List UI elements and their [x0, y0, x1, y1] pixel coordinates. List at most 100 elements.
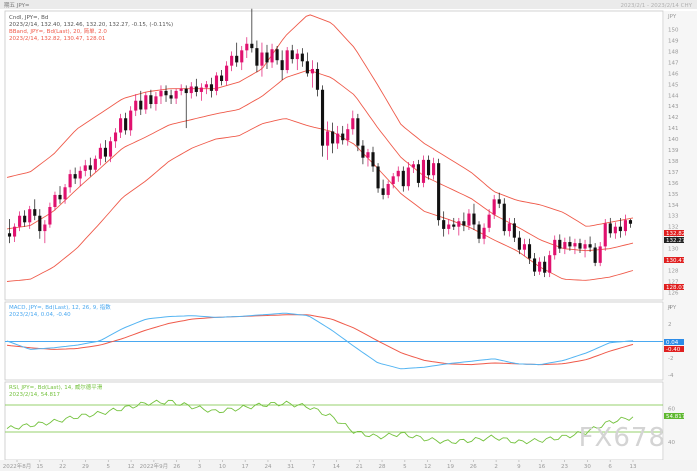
tab-label[interactable]: 期五 JPY= [4, 2, 30, 9]
candle [598, 242, 602, 267]
candle [593, 243, 597, 267]
candle [149, 89, 153, 109]
candle [63, 183, 67, 204]
y-tick-label: 143 [668, 104, 679, 110]
candle [124, 112, 128, 135]
y-tick-label: 137 [668, 170, 679, 176]
candle [58, 186, 62, 204]
candle [492, 194, 496, 220]
svg-text:130.47: 130.47 [666, 258, 686, 264]
candle [300, 48, 304, 67]
candle [144, 91, 148, 114]
candle [119, 113, 123, 138]
candle [618, 217, 622, 238]
bb-middle-line [6, 70, 634, 252]
candle [522, 238, 527, 257]
y-tick-label: 60 [668, 406, 675, 412]
candle [406, 162, 410, 191]
candle [527, 238, 532, 264]
candle [416, 159, 421, 188]
candle [88, 157, 92, 177]
candle [563, 237, 567, 255]
x-tick-label: 17 [242, 464, 249, 470]
candle [502, 198, 506, 236]
candle [28, 205, 32, 229]
rsi-line [6, 399, 634, 445]
candle [426, 155, 431, 180]
y-tick-label: 136 [668, 181, 679, 187]
candle [371, 146, 375, 172]
candle [482, 223, 486, 245]
candle [361, 140, 365, 165]
candle [608, 217, 612, 238]
candle [260, 42, 264, 77]
candle [280, 50, 284, 80]
candle [341, 125, 345, 145]
y-tick-label: 132 [668, 225, 679, 231]
candle [376, 163, 380, 193]
candle [437, 158, 441, 226]
candle [23, 210, 27, 227]
candle [320, 85, 325, 157]
macd-tag: 0.04 [664, 339, 684, 346]
candle [603, 219, 607, 251]
rsi-legend-2: 2023/2/14, 54.817 [9, 392, 60, 398]
watermark-logo: FX678 [579, 423, 666, 453]
candle [432, 157, 436, 180]
bottom-axis-bg [0, 460, 697, 471]
candle [250, 8, 254, 53]
macd-line [6, 312, 634, 370]
candle [447, 219, 451, 235]
candle [548, 250, 552, 278]
x-tick-label: 12 [424, 464, 431, 470]
x-tick-label: 15 [36, 464, 43, 470]
candle [543, 256, 547, 278]
candle [442, 211, 446, 237]
candle [204, 81, 208, 95]
candle [356, 113, 360, 152]
candle [391, 173, 395, 189]
candle [275, 45, 279, 65]
x-tick-label: 16 [538, 464, 545, 470]
price-unit-label: JPY [667, 14, 677, 20]
candle [477, 221, 481, 244]
candle [53, 191, 57, 211]
candle [159, 85, 163, 105]
x-tick-label: 5 [403, 464, 407, 470]
x-tick-label: 10 [219, 464, 226, 470]
y-tick-label: 126 [668, 290, 679, 296]
candle [346, 123, 350, 146]
y-tick-label: 139 [668, 148, 679, 154]
x-tick-label: 21 [356, 464, 363, 470]
rsi-legend-1: RSI, JPY=, Bd(Last), 14, 威尔德平滑 [9, 383, 103, 391]
top-strip [0, 0, 697, 9]
y-tick-label: 148 [668, 49, 679, 55]
y-tick-label: 147 [668, 60, 679, 66]
x-axis: 2022年8月 15 22 29 5 12 2022年9月 26 3 10 17 24 31 7 14 21 2… [3, 460, 637, 470]
y-tick-label: -4 [668, 373, 674, 379]
candle [558, 234, 562, 253]
x-tick-label: 30 [584, 464, 591, 470]
x-tick-label: 22 [59, 464, 66, 470]
price-tag-middle: 130.47 [664, 257, 686, 264]
candle [83, 159, 87, 177]
x-tick-label: 23 [561, 464, 568, 470]
candle [588, 236, 592, 252]
candle [295, 49, 299, 71]
candle [285, 47, 289, 74]
candle [189, 82, 193, 99]
x-tick-label: 28 [379, 464, 386, 470]
price-legend-1: Cndl, JPY=, Bd [9, 15, 48, 21]
x-tick-label: 9 [517, 464, 521, 470]
svg-text:-0.40: -0.40 [666, 347, 681, 353]
candle [497, 192, 501, 209]
candle [108, 136, 113, 163]
candle [78, 166, 82, 187]
price-y-axis: 150 149 148 147 146 145 144 143 142 141 140 139 138 1… [668, 28, 679, 297]
signal-tag: -0.40 [664, 346, 684, 353]
y-tick-label: 4 [668, 305, 672, 311]
candle [169, 89, 173, 105]
x-tick-label: 14 [333, 464, 340, 470]
candle [568, 236, 572, 251]
